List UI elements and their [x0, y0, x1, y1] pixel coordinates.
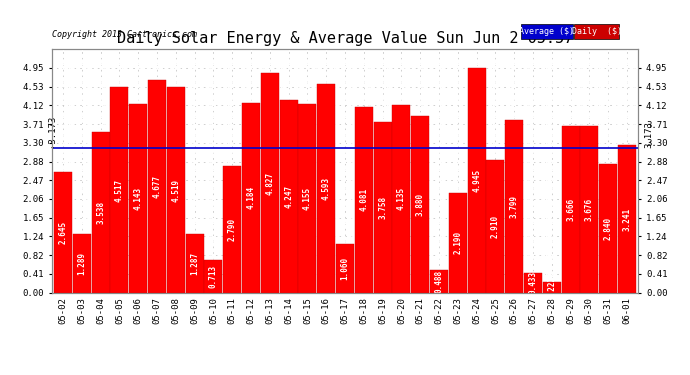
Text: 4.184: 4.184	[246, 186, 255, 209]
Bar	[242, 103, 260, 292]
Title: Daily Solar Energy & Average Value Sun Jun 2 05:57: Daily Solar Energy & Average Value Sun J…	[117, 31, 573, 46]
Text: 1.289: 1.289	[77, 252, 86, 275]
Text: 4.519: 4.519	[171, 178, 180, 201]
Bar	[486, 160, 504, 292]
Text: 4.593: 4.593	[322, 177, 331, 200]
Bar	[599, 164, 617, 292]
Text: 3.538: 3.538	[96, 201, 105, 224]
Bar	[92, 132, 110, 292]
Text: 3.880: 3.880	[415, 193, 424, 216]
Text: Copyright 2013 Cartronics.com: Copyright 2013 Cartronics.com	[52, 30, 197, 39]
Text: ←3.173: ←3.173	[49, 116, 58, 148]
Bar	[393, 105, 411, 292]
Bar	[524, 273, 542, 292]
Bar	[261, 74, 279, 292]
Text: 4.677: 4.677	[152, 175, 161, 198]
Bar	[224, 166, 241, 292]
Bar	[505, 120, 523, 292]
Text: 2.840: 2.840	[604, 216, 613, 240]
Text: 0.433: 0.433	[529, 271, 538, 294]
Text: Daily  ($): Daily ($)	[571, 27, 622, 36]
Bar	[73, 234, 91, 292]
Text: 1.060: 1.060	[340, 257, 350, 280]
Text: 4.247: 4.247	[284, 184, 293, 208]
Bar	[54, 172, 72, 292]
Bar	[449, 193, 466, 292]
Bar	[543, 282, 561, 292]
Bar	[374, 122, 391, 292]
Bar	[411, 116, 429, 292]
Text: 3.758: 3.758	[378, 196, 387, 219]
Text: 3.676: 3.676	[585, 198, 594, 220]
Text: 2.645: 2.645	[59, 221, 68, 244]
Bar	[618, 146, 636, 292]
Bar	[430, 270, 448, 292]
Text: 3.241: 3.241	[622, 207, 631, 231]
Bar	[186, 234, 204, 292]
Text: 4.827: 4.827	[266, 171, 275, 195]
Bar	[129, 105, 147, 292]
Bar	[580, 126, 598, 292]
Text: 0.488: 0.488	[435, 270, 444, 293]
Text: 3.666: 3.666	[566, 198, 575, 221]
Bar	[336, 244, 354, 292]
Bar	[468, 68, 486, 292]
Text: 4.143: 4.143	[134, 187, 143, 210]
Text: 3.173: 3.173	[644, 122, 653, 148]
Text: 4.517: 4.517	[115, 178, 124, 201]
Text: 4.081: 4.081	[359, 188, 368, 211]
Bar	[279, 100, 297, 292]
Text: 3.799: 3.799	[510, 195, 519, 218]
Text: 4.135: 4.135	[397, 187, 406, 210]
Text: 4.945: 4.945	[472, 169, 481, 192]
Bar	[148, 80, 166, 292]
Text: 1.287: 1.287	[190, 252, 199, 275]
Text: Average ($): Average ($)	[520, 27, 574, 36]
Text: 2.190: 2.190	[453, 231, 462, 254]
Bar	[317, 84, 335, 292]
Bar	[299, 104, 316, 292]
Text: 2.910: 2.910	[491, 215, 500, 238]
Bar	[562, 126, 580, 292]
Text: 4.155: 4.155	[303, 187, 312, 210]
Text: 0.222: 0.222	[547, 276, 556, 299]
Text: 0.713: 0.713	[209, 265, 218, 288]
Bar	[204, 260, 222, 292]
Bar	[167, 87, 185, 292]
Bar	[110, 87, 128, 292]
Bar	[355, 107, 373, 292]
Text: 2.790: 2.790	[228, 217, 237, 241]
